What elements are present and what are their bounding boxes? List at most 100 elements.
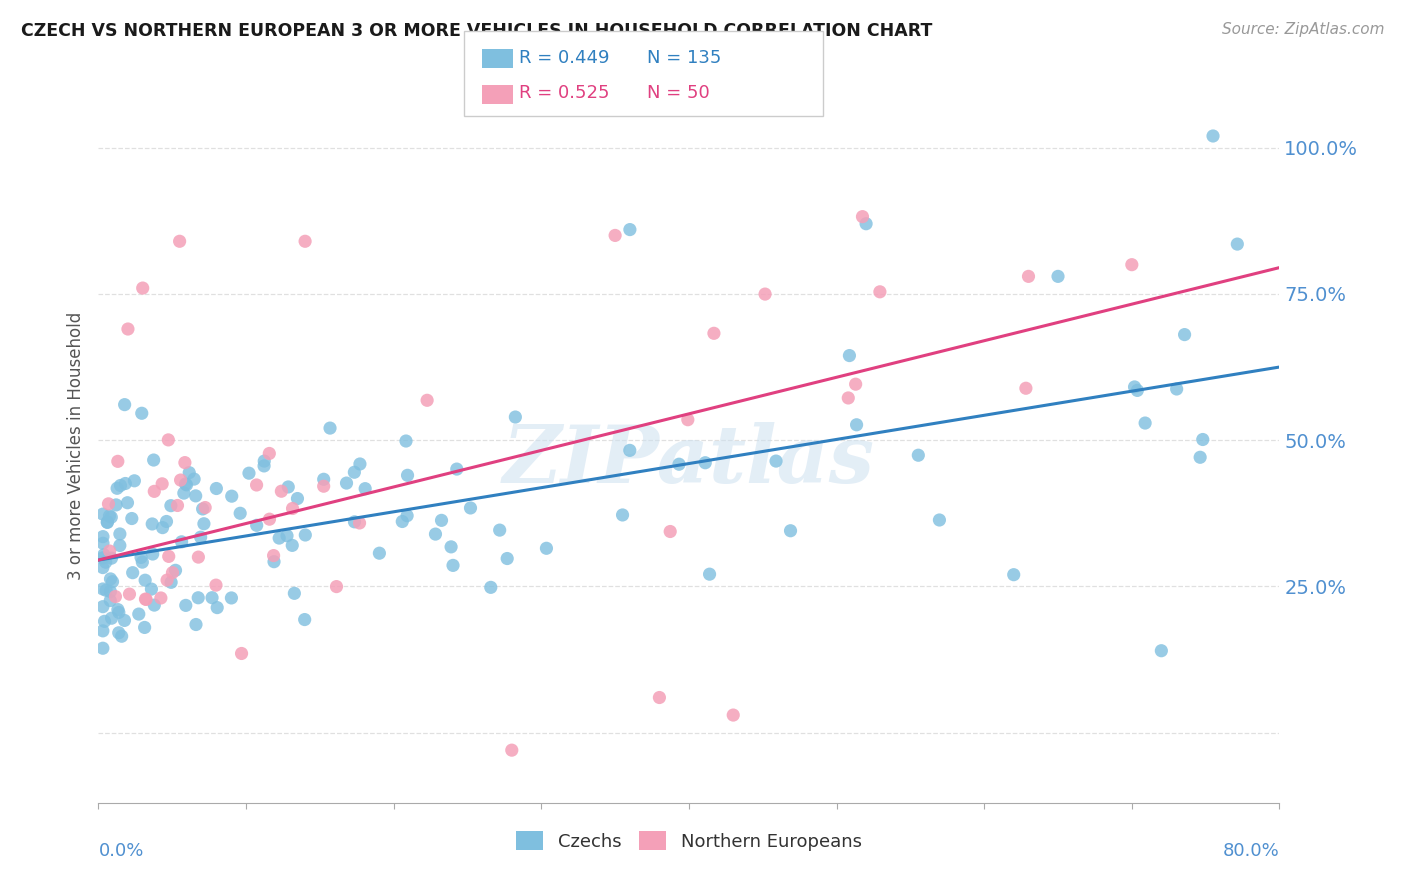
Point <box>446 462 468 476</box>
Point <box>287 491 309 506</box>
Point <box>354 482 377 496</box>
Point <box>238 466 260 480</box>
Point <box>134 573 156 587</box>
Point <box>114 398 136 412</box>
Point <box>93 548 115 562</box>
Text: 80.0%: 80.0% <box>1223 842 1279 860</box>
Text: N = 50: N = 50 <box>647 84 710 102</box>
Point <box>294 613 316 627</box>
Point <box>343 515 366 529</box>
Point <box>187 591 209 605</box>
Point <box>160 575 183 590</box>
Point <box>259 512 281 526</box>
Point <box>174 477 197 491</box>
Point <box>325 580 347 594</box>
Point <box>96 516 118 530</box>
Point <box>94 555 117 569</box>
Point <box>187 550 209 565</box>
Point <box>276 529 298 543</box>
Point <box>496 551 519 566</box>
Point <box>155 515 177 529</box>
Point <box>430 513 453 527</box>
Point <box>441 558 464 573</box>
Point <box>97 497 120 511</box>
Point <box>368 546 391 560</box>
Point <box>335 476 357 491</box>
Point <box>156 573 179 587</box>
Point <box>105 498 128 512</box>
Point <box>312 472 335 486</box>
Point <box>91 599 114 614</box>
Point <box>117 496 139 510</box>
Point <box>134 592 156 607</box>
Point <box>150 476 173 491</box>
Point <box>149 591 172 605</box>
Point <box>281 538 304 552</box>
Text: Source: ZipAtlas.com: Source: ZipAtlas.com <box>1222 22 1385 37</box>
Point <box>1121 258 1143 272</box>
Point <box>1015 381 1038 395</box>
Point <box>91 507 114 521</box>
Text: ZIPatlas: ZIPatlas <box>503 422 875 499</box>
Point <box>1166 382 1188 396</box>
Point <box>114 614 136 628</box>
Point <box>132 281 155 295</box>
Point <box>142 453 165 467</box>
Point <box>1202 128 1225 143</box>
Point <box>1226 237 1249 252</box>
Point <box>176 478 198 492</box>
Point <box>142 547 165 561</box>
Point <box>1018 269 1040 284</box>
Point <box>128 607 150 621</box>
Point <box>851 210 873 224</box>
Point <box>695 456 717 470</box>
Point <box>605 228 627 243</box>
Point <box>108 606 131 620</box>
Point <box>143 484 166 499</box>
Point <box>1150 644 1173 658</box>
Point <box>838 349 860 363</box>
Point <box>165 563 187 577</box>
Point <box>160 499 183 513</box>
Point <box>396 468 419 483</box>
Point <box>183 472 205 486</box>
Point <box>536 541 558 556</box>
Legend: Czechs, Northern Europeans: Czechs, Northern Europeans <box>509 824 869 858</box>
Point <box>184 617 207 632</box>
Point <box>91 560 114 574</box>
Point <box>1189 450 1212 465</box>
Point <box>396 508 419 523</box>
Point <box>229 506 252 520</box>
Point <box>505 410 527 425</box>
Point <box>93 615 115 629</box>
Point <box>141 516 163 531</box>
Point <box>100 572 122 586</box>
Point <box>246 518 269 533</box>
Text: CZECH VS NORTHERN EUROPEAN 3 OR MORE VEHICLES IN HOUSEHOLD CORRELATION CHART: CZECH VS NORTHERN EUROPEAN 3 OR MORE VEH… <box>21 22 932 40</box>
Point <box>668 457 690 471</box>
Point <box>205 578 228 592</box>
Point <box>460 500 482 515</box>
Point <box>121 566 143 580</box>
Point <box>100 584 122 599</box>
Point <box>263 549 285 563</box>
Point <box>157 433 180 447</box>
Point <box>221 489 243 503</box>
Point <box>319 421 342 435</box>
Point <box>837 391 859 405</box>
Point <box>676 413 699 427</box>
Point <box>98 544 121 558</box>
Point <box>1174 327 1197 342</box>
Point <box>117 322 139 336</box>
Y-axis label: 3 or more Vehicles in Household: 3 or more Vehicles in Household <box>67 312 86 580</box>
Point <box>91 536 114 550</box>
Point <box>96 515 118 529</box>
Point <box>845 417 868 432</box>
Point <box>703 326 725 341</box>
Point <box>907 448 929 462</box>
Point <box>270 484 292 499</box>
Point <box>312 479 335 493</box>
Point <box>723 708 745 723</box>
Text: R = 0.449: R = 0.449 <box>519 49 609 68</box>
Text: 0.0%: 0.0% <box>98 842 143 860</box>
